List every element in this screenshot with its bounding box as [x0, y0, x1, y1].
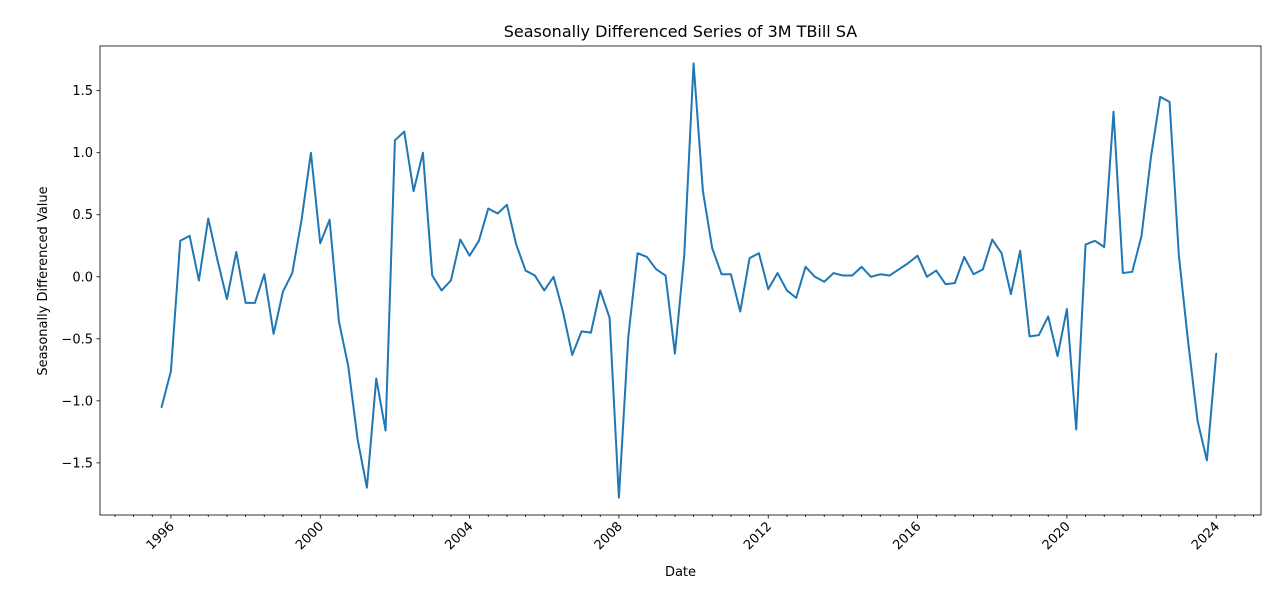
- plot-frame: [99, 45, 1262, 516]
- y-tick-label: −1.0: [61, 394, 93, 409]
- y-tick-label: −1.5: [61, 456, 93, 471]
- x-tick-label: 2008: [592, 519, 626, 553]
- series-line: [160, 62, 1218, 499]
- x-tick-label: 2016: [890, 519, 924, 553]
- x-tick-label: 2020: [1040, 519, 1074, 553]
- plot-area: [99, 45, 1262, 516]
- chart-title: Seasonally Differenced Series of 3M TBil…: [504, 22, 858, 41]
- y-tick-label: −0.5: [61, 332, 93, 347]
- y-axis-label: Seasonally Differenced Value: [36, 186, 51, 375]
- y-tick-label: 1.5: [72, 84, 93, 99]
- x-tick-label: 1996: [144, 519, 178, 553]
- x-axis-label: Date: [665, 565, 696, 580]
- x-tick-label: 2024: [1189, 519, 1223, 553]
- y-tick-label: 0.0: [72, 270, 93, 285]
- x-axis: 1996 2000 2004 2008 2012 2016 2020 2024: [114, 515, 1254, 553]
- y-tick-label: 1.0: [72, 146, 93, 161]
- y-axis: −1.5 −1.0 −0.5 0.0 0.5 1.0 1.5: [61, 84, 100, 471]
- x-tick-label: 2004: [442, 519, 476, 553]
- x-tick-label: 2012: [741, 519, 775, 553]
- x-tick-label: 2000: [293, 519, 327, 553]
- y-tick-label: 0.5: [72, 208, 93, 223]
